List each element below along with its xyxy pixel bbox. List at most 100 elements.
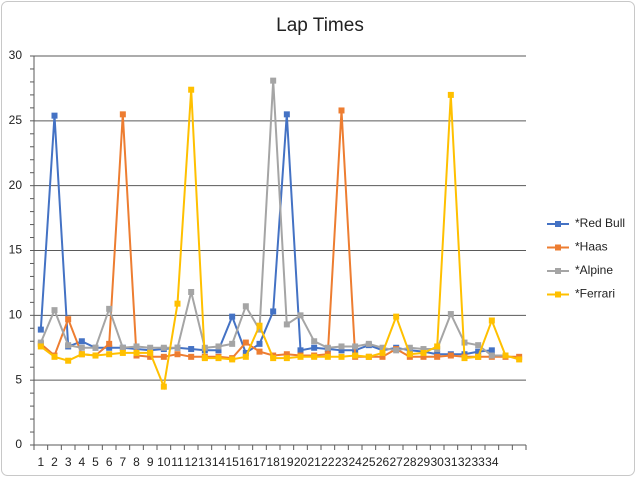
data-point xyxy=(311,353,318,360)
chart-title: Lap Times xyxy=(276,15,364,36)
data-point xyxy=(37,343,44,350)
data-point xyxy=(406,351,413,358)
data-point xyxy=(188,353,195,360)
y-tick-label: 10 xyxy=(9,308,23,322)
data-point xyxy=(434,343,441,350)
legend-label: *Haas xyxy=(575,240,608,254)
x-tick-label: 8 xyxy=(133,455,140,469)
y-tick-label: 0 xyxy=(15,437,22,451)
data-point xyxy=(516,356,523,363)
data-point xyxy=(379,344,386,351)
chart-border xyxy=(1,1,635,476)
data-point xyxy=(37,326,44,333)
data-point xyxy=(461,355,468,362)
x-tick-label: 1 xyxy=(37,455,44,469)
data-point xyxy=(229,313,236,320)
data-point xyxy=(379,353,386,360)
legend-marker xyxy=(555,221,561,227)
x-tick-label: 30 xyxy=(430,455,444,469)
data-point xyxy=(270,308,277,315)
data-point xyxy=(174,300,181,307)
x-tick-label: 21 xyxy=(307,455,321,469)
data-point xyxy=(106,351,113,358)
data-point xyxy=(147,349,154,356)
data-point xyxy=(78,344,85,351)
x-tick-label: 19 xyxy=(280,455,294,469)
data-point xyxy=(270,355,277,362)
data-point xyxy=(393,313,400,320)
data-point xyxy=(215,355,222,362)
data-point xyxy=(160,344,167,351)
x-tick-label: 2 xyxy=(51,455,58,469)
x-tick-label: 3 xyxy=(65,455,72,469)
x-tick-label: 29 xyxy=(417,455,431,469)
legend-label: *Ferrari xyxy=(575,287,615,301)
data-point xyxy=(297,312,304,319)
data-point xyxy=(311,344,318,351)
data-point xyxy=(283,321,290,328)
data-point xyxy=(447,311,454,318)
data-point xyxy=(256,326,263,333)
x-tick-label: 23 xyxy=(335,455,349,469)
data-point xyxy=(106,305,113,312)
data-point xyxy=(160,353,167,360)
legend-marker xyxy=(555,244,561,251)
data-point xyxy=(283,355,290,362)
data-point xyxy=(270,77,277,84)
data-point xyxy=(393,347,400,354)
data-point xyxy=(242,303,249,310)
data-point xyxy=(174,344,181,351)
data-point xyxy=(51,112,58,119)
data-point xyxy=(242,353,249,360)
data-point xyxy=(420,353,427,360)
x-tick-label: 6 xyxy=(106,455,113,469)
x-tick-label: 34 xyxy=(485,455,499,469)
data-point xyxy=(37,339,44,346)
legend-label: *Alpine xyxy=(575,263,613,277)
data-point xyxy=(434,353,441,360)
data-point xyxy=(92,344,99,351)
data-point xyxy=(420,346,427,353)
legend-marker xyxy=(555,268,561,274)
data-point xyxy=(352,352,359,359)
x-tick-label: 13 xyxy=(198,455,212,469)
data-point xyxy=(447,352,454,359)
data-point xyxy=(174,351,181,358)
data-point xyxy=(256,348,263,355)
x-tick-label: 12 xyxy=(184,455,198,469)
data-point xyxy=(338,343,345,350)
data-point xyxy=(215,347,222,354)
data-point xyxy=(256,340,263,347)
series-line xyxy=(39,114,492,356)
data-point xyxy=(365,340,372,347)
data-point xyxy=(106,340,113,347)
data-point xyxy=(447,91,454,98)
data-point xyxy=(229,356,236,363)
data-point xyxy=(133,349,140,356)
data-point xyxy=(119,349,126,356)
x-tick-label: 25 xyxy=(362,455,376,469)
data-point xyxy=(488,347,495,354)
data-point xyxy=(78,351,85,358)
data-point xyxy=(311,338,318,345)
x-tick-label: 9 xyxy=(147,455,154,469)
data-point xyxy=(201,355,208,362)
y-tick-label: 15 xyxy=(9,243,23,257)
data-point xyxy=(92,352,99,359)
data-point xyxy=(147,344,154,351)
x-tick-label: 7 xyxy=(119,455,126,469)
y-tick-label: 30 xyxy=(9,48,23,62)
data-point xyxy=(324,353,331,360)
data-point xyxy=(147,353,154,360)
x-tick-label: 15 xyxy=(225,455,239,469)
y-tick-label: 5 xyxy=(15,372,22,386)
data-point xyxy=(188,346,195,353)
data-point xyxy=(283,351,290,358)
data-point xyxy=(352,343,359,350)
data-point xyxy=(379,349,386,356)
x-tick-label: 27 xyxy=(389,455,403,469)
data-point xyxy=(324,344,331,351)
data-point xyxy=(283,111,290,118)
